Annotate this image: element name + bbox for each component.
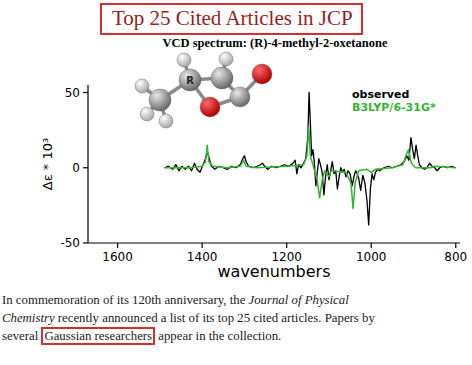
y-tick-label: -50: [60, 236, 80, 250]
paragraph: In commemoration of its 120th anniversar…: [2, 291, 472, 345]
x-tick-label: 800: [444, 250, 467, 264]
paragraph-line: In commemoration of its 120th anniversar…: [2, 291, 472, 309]
atom: [159, 114, 173, 128]
y-axis-label: Δε * 10³: [40, 138, 55, 190]
atom: [149, 89, 171, 111]
x-tick: [286, 243, 287, 248]
x-tick: [371, 243, 372, 248]
text-segment: Journal of Physical: [249, 293, 349, 307]
plot-area: [164, 93, 456, 225]
x-tick: [455, 243, 456, 248]
atom: [230, 87, 250, 107]
x-axis-line: [88, 242, 460, 243]
atom: [179, 69, 201, 91]
text-segment: appear in the collection.: [155, 329, 281, 343]
page-heading: Top 25 Cited Articles in JCP: [100, 3, 363, 35]
text-segment: recently announced a list of its top 25 …: [55, 311, 375, 325]
atom: [219, 52, 233, 66]
x-tick: [117, 243, 118, 248]
paragraph-line: Chemistry recently announced a list of i…: [2, 309, 472, 327]
y-tick: [83, 92, 88, 93]
text-segment: In commemoration of its 120th anniversar…: [2, 293, 249, 307]
y-tick: [83, 167, 88, 168]
atom: [177, 53, 191, 67]
spectrum-line: [164, 127, 456, 208]
atom: [252, 64, 272, 84]
text-segment: Gaussian researchers: [41, 327, 155, 345]
spectrum-line: [164, 93, 456, 225]
text-segment: several: [2, 329, 41, 343]
x-tick: [202, 243, 203, 248]
legend-entry: B3LYP/6-31G*: [352, 101, 436, 114]
y-axis-line: [87, 85, 88, 243]
atom: [135, 79, 149, 93]
paragraph-line: several Gaussian researchers appear in t…: [2, 327, 472, 345]
chart-title: VCD spectrum: (R)-4-methyl-2-oxetanone: [163, 36, 388, 50]
y-tick: [83, 242, 88, 243]
text-segment: Chemistry: [2, 311, 55, 325]
legend-entry: observed: [352, 88, 409, 101]
x-axis-label: wavenumbers: [218, 262, 331, 281]
y-tick-label: 0: [72, 161, 80, 175]
atom: [211, 67, 233, 89]
y-tick-label: 50: [65, 86, 80, 100]
atom: [140, 107, 154, 121]
x-tick-label: 1000: [356, 250, 387, 264]
atom: [200, 97, 220, 117]
x-tick-label: 1600: [102, 250, 133, 264]
chirality-label: R: [186, 75, 194, 86]
chart: VCD spectrum: (R)-4-methyl-2-oxetanone -5…: [0, 0, 472, 365]
x-tick-label: 1400: [187, 250, 218, 264]
molecule-image: [135, 52, 272, 128]
